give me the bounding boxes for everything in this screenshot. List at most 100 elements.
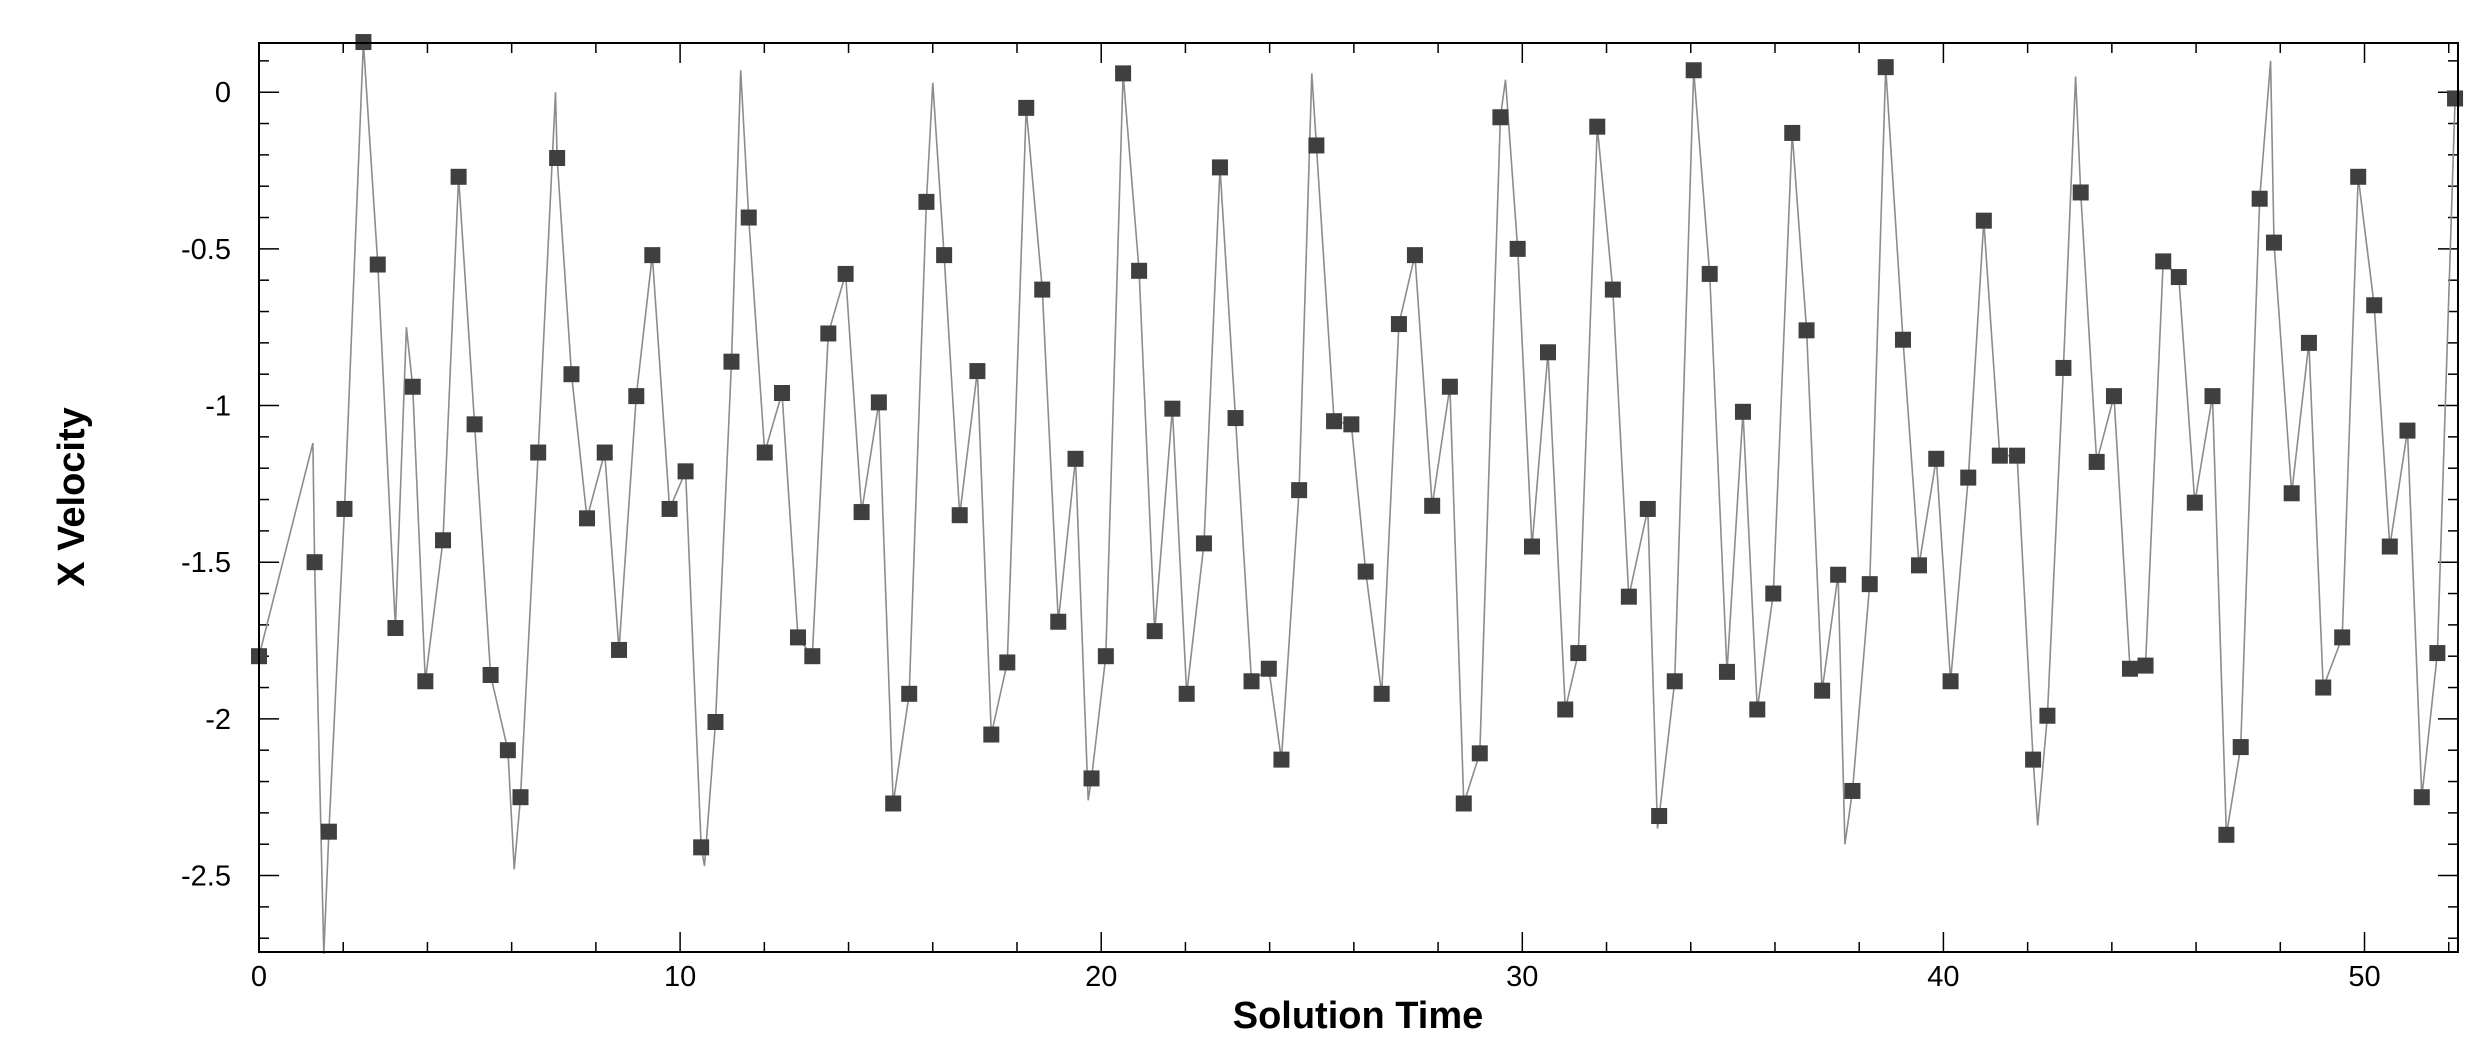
data-marker — [1910, 557, 1927, 574]
data-marker — [1861, 576, 1878, 593]
data-marker — [1178, 685, 1195, 702]
data-marker — [2155, 253, 2172, 270]
data-marker — [1749, 701, 1766, 718]
data-marker — [2039, 707, 2056, 724]
x-tick-label: 0 — [251, 961, 267, 993]
data-marker — [969, 363, 986, 380]
data-marker — [901, 685, 918, 702]
data-marker — [1734, 403, 1751, 420]
data-marker — [1523, 538, 1540, 555]
data-marker — [1685, 62, 1702, 79]
data-marker — [1195, 535, 1212, 552]
data-marker — [644, 247, 661, 264]
data-marker — [1131, 262, 1148, 279]
data-marker — [707, 714, 724, 731]
data-marker — [2088, 453, 2105, 470]
data-marker — [1308, 137, 1325, 154]
data-marker — [1273, 751, 1290, 768]
data-marker — [2300, 334, 2317, 351]
data-marker — [1291, 482, 1308, 499]
data-marker — [387, 620, 404, 637]
data-marker — [2186, 494, 2203, 511]
data-marker — [2170, 269, 2187, 286]
data-marker — [404, 378, 421, 395]
y-tick-label: -2.5 — [181, 861, 231, 893]
x-tick-label: 20 — [1085, 961, 1117, 993]
data-marker — [530, 444, 547, 461]
data-marker — [837, 265, 854, 282]
data-marker — [918, 193, 935, 210]
data-marker — [723, 353, 740, 370]
data-marker — [1373, 685, 1390, 702]
x-tick-label: 30 — [1506, 961, 1538, 993]
data-marker — [2447, 90, 2464, 107]
data-marker — [1492, 109, 1509, 126]
data-marker — [1666, 673, 1683, 690]
data-line — [258, 42, 2456, 954]
y-axis-title: X Velocity — [51, 407, 93, 587]
data-marker — [1718, 663, 1735, 680]
data-marker — [2334, 629, 2351, 646]
plot-frame — [258, 42, 2459, 953]
data-marker — [435, 532, 452, 549]
data-marker — [2381, 538, 2398, 555]
data-marker — [512, 789, 529, 806]
data-marker — [320, 823, 337, 840]
data-marker — [870, 394, 887, 411]
data-marker — [549, 149, 566, 166]
data-marker — [693, 839, 710, 856]
data-marker — [1050, 613, 1067, 630]
data-marker — [2137, 657, 2154, 674]
data-marker — [1651, 808, 1668, 825]
data-marker — [1357, 563, 1374, 580]
data-marker — [677, 463, 694, 480]
data-marker — [2350, 168, 2367, 185]
data-marker — [563, 366, 580, 383]
data-marker — [1211, 159, 1228, 176]
data-marker — [1589, 118, 1606, 135]
data-marker — [1557, 701, 1574, 718]
data-marker — [774, 385, 791, 402]
data-marker — [306, 554, 323, 571]
data-marker — [2204, 388, 2221, 405]
data-marker — [1604, 281, 1621, 298]
data-marker — [1424, 497, 1441, 514]
data-marker — [983, 726, 1000, 743]
data-marker — [1539, 344, 1556, 361]
data-marker — [1877, 59, 1894, 76]
y-tick-label: -0.5 — [181, 234, 231, 266]
data-marker — [661, 500, 678, 517]
data-marker — [2105, 388, 2122, 405]
data-marker — [790, 629, 807, 646]
data-marker — [1083, 770, 1100, 787]
data-marker — [2265, 234, 2282, 251]
data-marker — [2072, 184, 2089, 201]
data-marker — [1991, 447, 2008, 464]
data-marker — [2055, 359, 2072, 376]
data-marker — [1975, 212, 1992, 229]
data-marker — [885, 795, 902, 812]
data-marker — [1814, 682, 1831, 699]
data-marker — [499, 742, 516, 759]
data-marker — [579, 510, 596, 527]
data-marker — [369, 256, 386, 273]
data-marker — [1784, 124, 1801, 141]
data-marker — [1406, 247, 1423, 264]
data-marker — [999, 654, 1016, 671]
data-marker — [820, 325, 837, 342]
data-marker — [2251, 190, 2268, 207]
data-marker — [417, 673, 434, 690]
data-marker — [1894, 331, 1911, 348]
data-marker — [2218, 826, 2235, 843]
data-marker — [1115, 65, 1132, 82]
data-marker — [2399, 422, 2416, 439]
data-marker — [740, 209, 757, 226]
data-marker — [2315, 679, 2332, 696]
data-marker — [1260, 660, 1277, 677]
data-marker — [1034, 281, 1051, 298]
data-marker — [1326, 413, 1343, 430]
data-marker — [1830, 566, 1847, 583]
data-marker — [482, 667, 499, 684]
data-marker — [1146, 623, 1163, 640]
